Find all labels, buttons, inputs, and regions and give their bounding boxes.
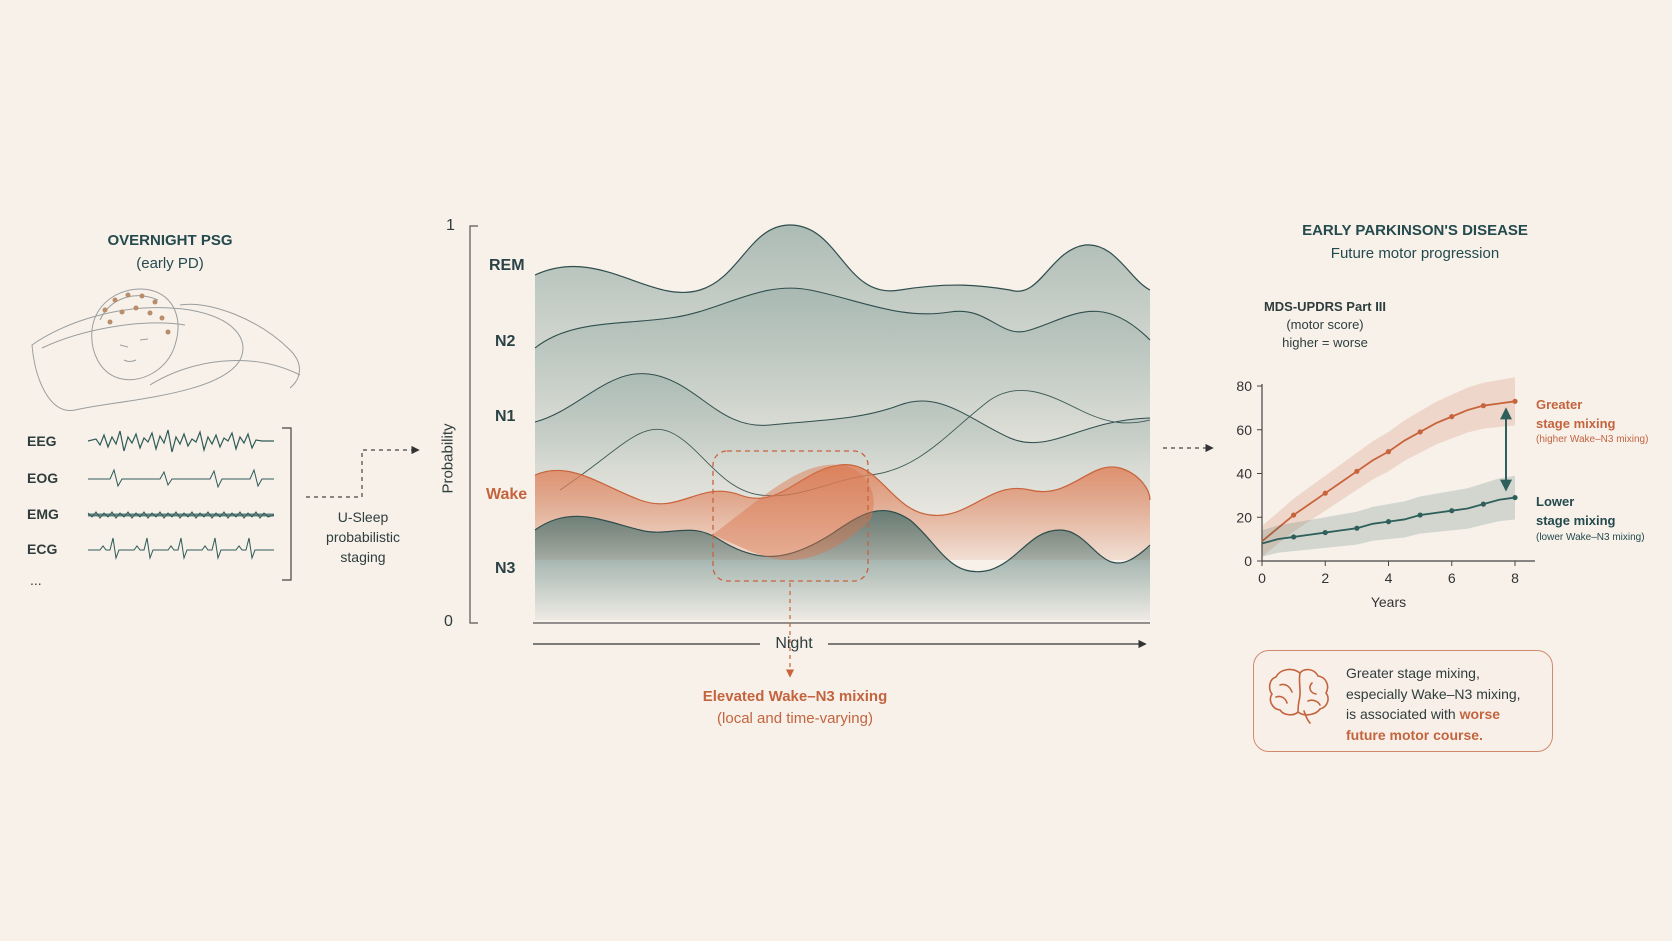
chart-y-tick-label: 80: [1236, 378, 1252, 394]
eog-trace: [88, 468, 274, 489]
chart-x-axis-label: Years: [1371, 594, 1406, 610]
psg-title: OVERNIGHT PSG: [107, 232, 233, 249]
outcome-y-label-line: MDS-UPDRS Part III: [1263, 299, 1387, 314]
series-point: [1385, 449, 1392, 455]
series-point: [1322, 490, 1328, 496]
lower-mixing-line: Lower: [1536, 494, 1575, 509]
stage-label-n3: N3: [495, 560, 516, 577]
signal-label-ecg: ECG: [27, 541, 58, 557]
chart-x-tick-label: 2: [1321, 570, 1329, 586]
series-confidence-band: [1262, 475, 1515, 557]
chart-y-tick-label: 20: [1236, 509, 1252, 525]
conclusion-line-2: especially Wake–N3 mixing,: [1346, 685, 1521, 702]
lower-mixing-label: Lower stage mixing: [1536, 492, 1615, 530]
y-axis-bottom-tick: 0: [444, 613, 453, 630]
series-point: [1354, 468, 1360, 474]
chart-y-tick-label: 60: [1236, 422, 1252, 438]
conclusion-box: Greater stage mixing, especially Wake–N3…: [1253, 650, 1553, 752]
chart-y-tick-label: 0: [1244, 553, 1252, 569]
sleeping-patient-illustration: [31, 288, 301, 411]
n1-curve: [534, 373, 1151, 444]
greater-mixing-label: Greater stage mixing: [1536, 395, 1615, 433]
signal-bracket: [282, 427, 292, 581]
emg-noise: [87, 511, 275, 519]
rem-curve: [534, 224, 1151, 293]
staging-label: U-Sleep probabilistic staging: [308, 507, 418, 567]
n3-curve: [534, 510, 1151, 573]
signal-more: ...: [30, 572, 42, 588]
series-point: [1291, 534, 1297, 540]
mixing-highlight-box: [712, 450, 869, 582]
lower-mixing-sub: (lower Wake–N3 mixing): [1536, 532, 1645, 543]
conclusion-line-3: is associated with worse: [1346, 704, 1551, 725]
series-point: [1480, 403, 1486, 409]
outcome-y-label-line: higher = worse: [1282, 335, 1368, 350]
chart-x-tick-label: 6: [1448, 570, 1456, 586]
staging-label-line: U-Sleep: [337, 509, 389, 525]
chart-y-tick-label: 40: [1236, 466, 1252, 482]
y-axis-label: Probability: [439, 423, 457, 494]
mixing-callout-title: Elevated Wake–N3 mixing: [702, 688, 888, 705]
series-point: [1385, 519, 1392, 525]
progression-chart: 0 20 40 60 80 0 2 4 6 8 Years: [1236, 377, 1535, 610]
stage-label-wake: Wake: [486, 486, 528, 503]
series-point: [1512, 398, 1518, 404]
stage-label-n2: N2: [495, 333, 516, 350]
outcome-subtitle: Future motor progression: [1330, 245, 1500, 262]
stage-label-n1: N1: [495, 408, 516, 425]
series-confidence-band: [1262, 377, 1515, 557]
conclusion-line-1: Greater stage mixing,: [1346, 665, 1480, 681]
series-point: [1322, 529, 1328, 536]
chart-x-tick-label: 0: [1258, 570, 1266, 586]
series-point: [1480, 501, 1486, 507]
outcome-title: EARLY PARKINSON'S DISEASE: [1302, 222, 1528, 239]
lower-mixing-line: stage mixing: [1536, 513, 1616, 528]
probability-axis: [469, 225, 478, 624]
x-axis-label-night: Night: [775, 635, 813, 652]
n3-band: [535, 510, 1150, 620]
wake-n3-overlap: [712, 464, 874, 560]
conclusion-emphasis-worse: worse: [1459, 706, 1501, 722]
series-point: [1449, 414, 1455, 420]
series-point: [1417, 429, 1423, 435]
staging-label-line: probabilistic: [326, 529, 400, 545]
stage-label-rem: REM: [489, 257, 525, 274]
staging-arrow: [306, 445, 420, 498]
eeg-trace: [87, 429, 274, 453]
chart-x-tick-label: 4: [1385, 570, 1393, 586]
eeg-cap-electrodes: [102, 292, 171, 335]
greater-mixing-sub: (higher Wake–N3 mixing): [1536, 434, 1649, 445]
n2-curve: [534, 287, 1151, 349]
outcome-y-label: MDS-UPDRS Part III (motor score) higher …: [1245, 298, 1405, 352]
conclusion-text: Greater stage mixing, especially Wake–N3…: [1346, 663, 1551, 745]
psg-signal-traces: [87, 429, 275, 560]
series-point: [1354, 525, 1360, 531]
greater-mixing-line: stage mixing: [1536, 416, 1616, 431]
signal-label-eog: EOG: [27, 470, 59, 486]
conclusion-line-3-plain: is associated with: [1346, 706, 1460, 722]
staging-label-line: staging: [340, 549, 386, 565]
greater-mixing-line: Greater: [1536, 397, 1583, 412]
ecg-trace: [88, 537, 274, 560]
signal-label-emg: EMG: [27, 506, 59, 522]
wake-curve: [534, 464, 1151, 516]
chart-x-tick-label: 8: [1511, 570, 1519, 586]
mixing-callout-subtitle: (local and time-varying): [717, 710, 873, 727]
series-point: [1512, 494, 1518, 501]
series-point: [1449, 508, 1455, 514]
outcome-y-label-line: (motor score): [1286, 317, 1364, 332]
signal-label-eeg: EEG: [27, 433, 57, 449]
y-axis-top-tick: 1: [446, 217, 455, 234]
conclusion-line-4: future motor course.: [1346, 726, 1483, 743]
series-point: [1291, 512, 1297, 518]
psg-subtitle: (early PD): [136, 255, 204, 272]
brain-icon: [1268, 668, 1329, 724]
series-point: [1417, 512, 1423, 518]
